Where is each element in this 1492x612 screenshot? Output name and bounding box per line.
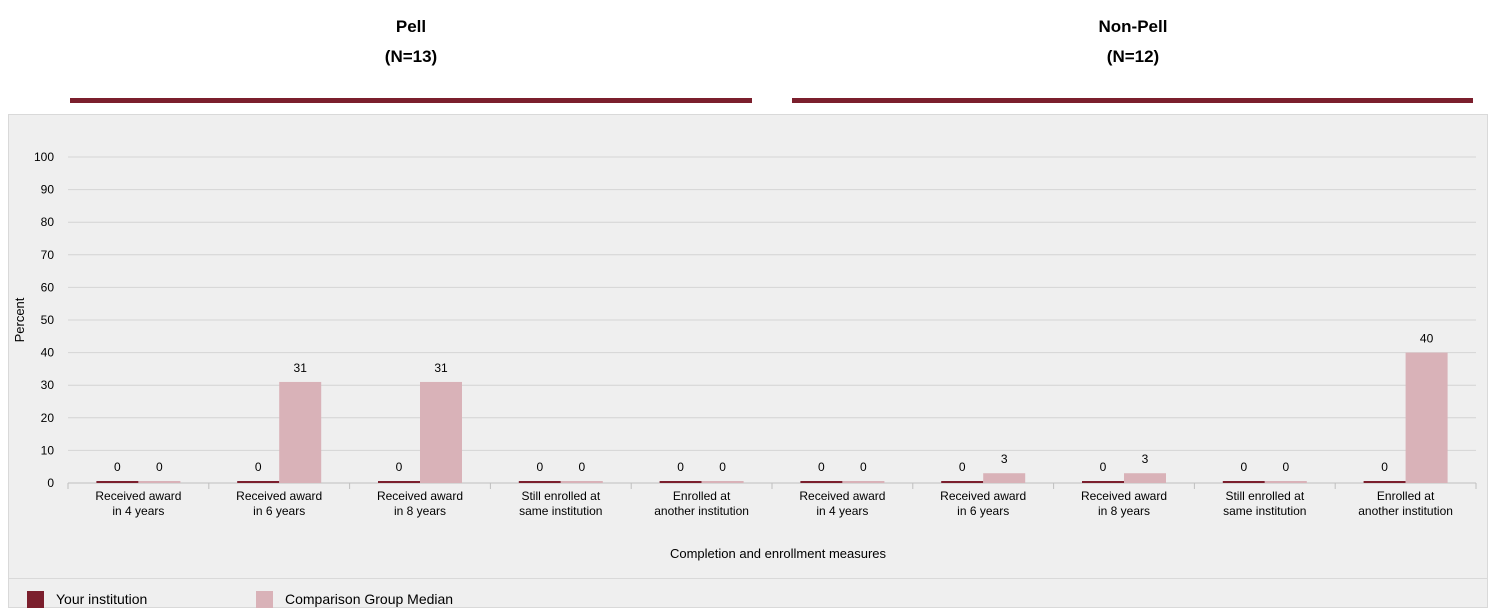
data-label-your-institution: 0 [1240, 460, 1247, 474]
bar-your-institution [1363, 481, 1406, 483]
data-label-your-institution: 0 [677, 460, 684, 474]
bar-your-institution [941, 481, 984, 483]
y-tick-label: 40 [41, 346, 55, 360]
x-category-label: Received award [799, 489, 885, 503]
data-label-comparison-median: 0 [719, 460, 726, 474]
y-tick-label: 100 [34, 150, 54, 164]
bar-your-institution [1222, 481, 1265, 483]
pell-group-count: (N=13) [384, 47, 438, 66]
bar-comparison-median [1124, 473, 1166, 483]
x-category-label: Still enrolled at [521, 489, 600, 503]
bar-comparison-median [1264, 481, 1307, 483]
legend-divider [8, 578, 1488, 579]
bar-your-institution [378, 481, 420, 483]
bar-your-institution [237, 481, 280, 483]
x-category-label: in 8 years [1098, 504, 1150, 518]
legend-item-comparison-median: Comparison Group Median [256, 590, 453, 608]
nonpell-group-rule [792, 98, 1473, 103]
x-category-label: Received award [377, 489, 463, 503]
data-label-comparison-median: 3 [1142, 452, 1149, 466]
data-label-comparison-median: 31 [434, 361, 448, 375]
x-category-label: in 6 years [253, 504, 305, 518]
legend-swatch-your-institution [27, 590, 44, 608]
data-label-comparison-median: 31 [294, 361, 308, 375]
x-category-label: Still enrolled at [1225, 489, 1304, 503]
legend-label-your-institution: Your institution [56, 591, 148, 607]
data-label-comparison-median: 0 [156, 460, 163, 474]
x-category-label: in 4 years [816, 504, 868, 518]
nonpell-group-header: Non-Pell (N=12) [792, 12, 1474, 72]
bar-comparison-median [279, 381, 322, 483]
x-category-label: in 6 years [957, 504, 1009, 518]
data-label-your-institution: 0 [396, 460, 403, 474]
pell-group-rule [70, 98, 752, 103]
y-axis-label: Percent [12, 297, 27, 342]
x-category-label: Enrolled at [673, 489, 731, 503]
bar-comparison-median [983, 473, 1026, 483]
data-label-comparison-median: 3 [1001, 452, 1008, 466]
x-category-label: Received award [1081, 489, 1167, 503]
y-tick-label: 60 [41, 280, 55, 294]
nonpell-group-title: Non-Pell [1098, 17, 1168, 36]
data-label-your-institution: 0 [959, 460, 966, 474]
y-tick-label: 0 [47, 476, 54, 490]
y-tick-label: 70 [41, 248, 55, 262]
data-label-your-institution: 0 [255, 460, 262, 474]
bar-your-institution [659, 481, 702, 483]
pell-group-title: Pell [395, 17, 427, 36]
x-category-label: another institution [1358, 504, 1453, 518]
x-category-label: same institution [519, 504, 602, 518]
legend-item-your-institution: Your institution [27, 590, 147, 608]
data-label-comparison-median: 0 [860, 460, 867, 474]
x-category-label: in 8 years [394, 504, 446, 518]
data-label-your-institution: 0 [1381, 460, 1388, 474]
data-label-comparison-median: 40 [1420, 332, 1434, 346]
bar-comparison-median [560, 481, 603, 483]
bar-comparison-median [842, 481, 885, 483]
data-label-comparison-median: 0 [578, 460, 585, 474]
y-tick-label: 10 [41, 443, 55, 457]
data-label-your-institution: 0 [536, 460, 543, 474]
bar-comparison-median [420, 381, 462, 483]
y-tick-label: 50 [41, 313, 55, 327]
x-category-label: in 4 years [112, 504, 164, 518]
bar-your-institution [1082, 481, 1124, 483]
y-tick-label: 20 [41, 411, 55, 425]
x-category-label: Received award [940, 489, 1026, 503]
chart-panel [8, 114, 1488, 608]
bar-comparison-median [1405, 352, 1448, 483]
bar-your-institution [96, 481, 139, 483]
data-label-your-institution: 0 [1100, 460, 1107, 474]
bar-comparison-median [138, 481, 181, 483]
pell-group-header: Pell (N=13) [70, 12, 752, 72]
bar-comparison-median [701, 481, 744, 483]
legend-label-comparison-median: Comparison Group Median [285, 591, 454, 607]
data-label-your-institution: 0 [114, 460, 121, 474]
y-tick-label: 80 [41, 215, 55, 229]
bar-your-institution [800, 481, 843, 483]
y-tick-label: 30 [41, 378, 55, 392]
data-label-comparison-median: 0 [1282, 460, 1289, 474]
x-category-label: same institution [1223, 504, 1306, 518]
legend-swatch-comparison-median [256, 590, 273, 608]
bar-your-institution [518, 481, 561, 483]
x-category-label: another institution [654, 504, 749, 518]
x-category-label: Received award [236, 489, 322, 503]
nonpell-group-count: (N=12) [1106, 47, 1160, 66]
x-category-label: Received award [95, 489, 181, 503]
y-tick-label: 90 [41, 183, 55, 197]
x-axis-label: Completion and enrollment measures [670, 546, 887, 561]
data-label-your-institution: 0 [818, 460, 825, 474]
x-category-label: Enrolled at [1377, 489, 1435, 503]
